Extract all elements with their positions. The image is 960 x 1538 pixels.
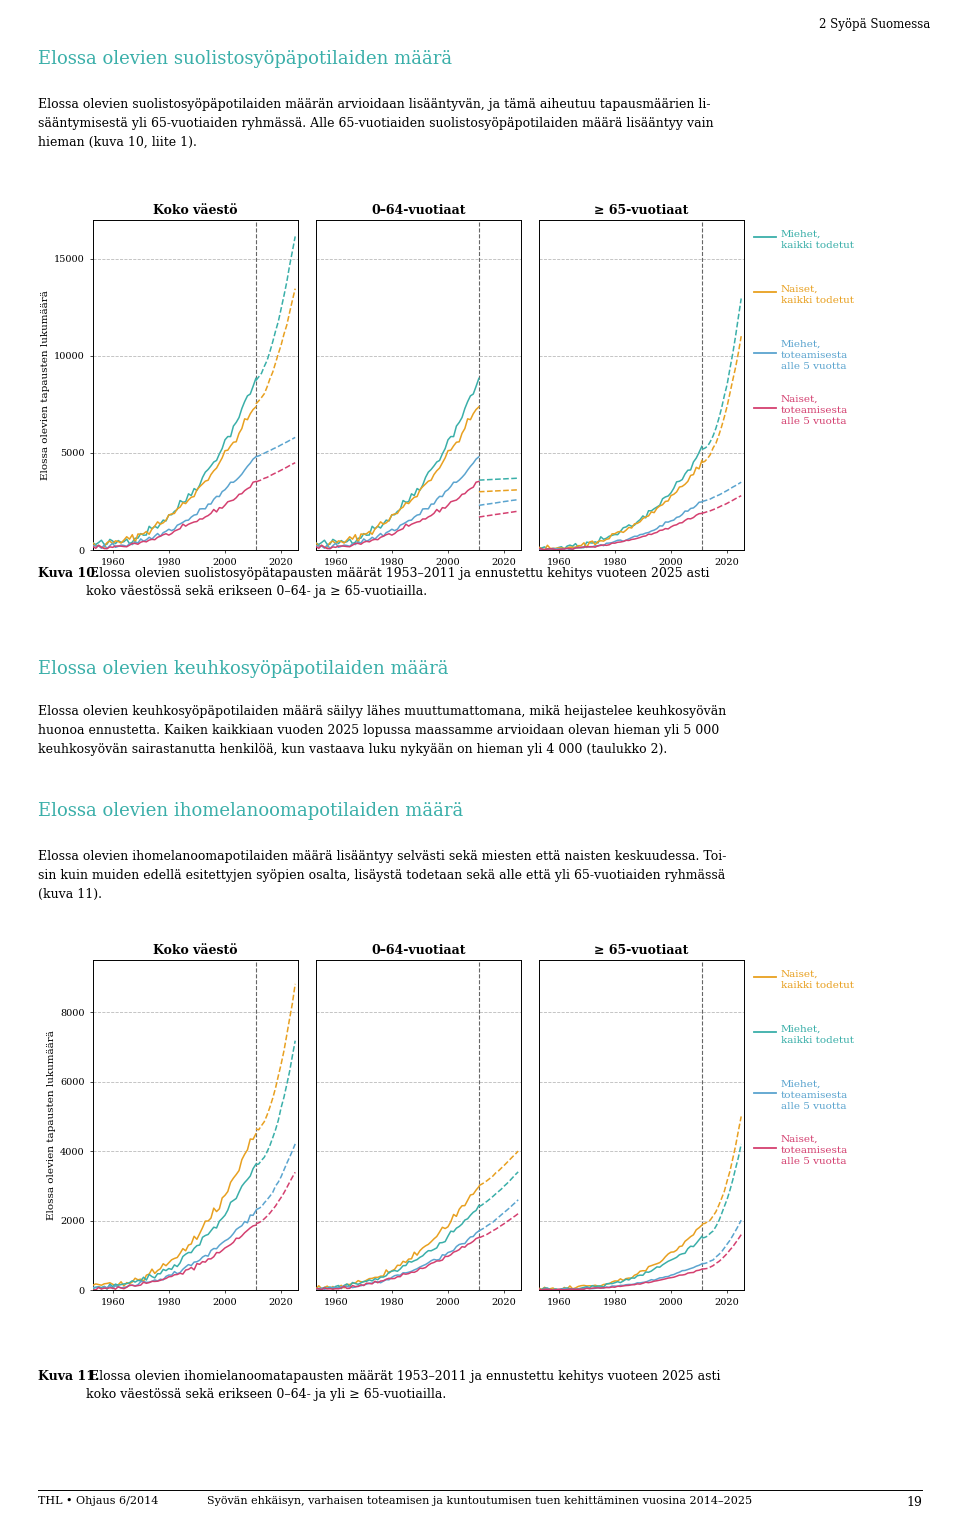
Title: Koko väestö: Koko väestö [154,944,238,958]
Text: Miehet,
toteamisesta
alle 5 vuotta: Miehet, toteamisesta alle 5 vuotta [781,1080,849,1110]
Text: Miehet,
toteamisesta
alle 5 vuotta: Miehet, toteamisesta alle 5 vuotta [781,340,849,371]
Text: Elossa olevien suolistosyöpäpotilaiden määrä: Elossa olevien suolistosyöpäpotilaiden m… [38,51,452,68]
Text: 2 Syöpä Suomessa: 2 Syöpä Suomessa [819,18,930,31]
Text: Kuva 10.: Kuva 10. [38,568,100,580]
Text: Elossa olevien ihomelanoomapotilaiden määrä: Elossa olevien ihomelanoomapotilaiden mä… [38,801,464,820]
Title: 0–64-vuotiaat: 0–64-vuotiaat [372,944,466,958]
Title: 0–64-vuotiaat: 0–64-vuotiaat [372,205,466,217]
Y-axis label: Elossa olevien tapausten lukumäärä: Elossa olevien tapausten lukumäärä [40,291,50,480]
Y-axis label: Elossa olevien tapausten lukumäärä: Elossa olevien tapausten lukumäärä [47,1030,56,1220]
Text: Elossa olevien suolistosyöpäpotilaiden määrän arvioidaan lisääntyvän, ja tämä ai: Elossa olevien suolistosyöpäpotilaiden m… [38,98,713,149]
Text: Elossa olevien keuhkosyöpäpotilaiden määrä: Elossa olevien keuhkosyöpäpotilaiden mää… [38,660,448,678]
Text: Kuva 11.: Kuva 11. [38,1370,100,1383]
Text: 19: 19 [906,1496,922,1509]
Text: Elossa olevien keuhkosyöpäpotilaiden määrä säilyy lähes muuttumattomana, mikä he: Elossa olevien keuhkosyöpäpotilaiden mää… [38,704,727,757]
Text: Miehet,
kaikki todetut: Miehet, kaikki todetut [781,1024,854,1046]
Text: Syövän ehkäisyn, varhaisen toteamisen ja kuntoutumisen tuen kehittäminen vuosina: Syövän ehkäisyn, varhaisen toteamisen ja… [207,1496,753,1506]
Text: THL • Ohjaus 6/2014: THL • Ohjaus 6/2014 [38,1496,158,1506]
Text: Elossa olevien suolistosyöpätapausten määrät 1953–2011 ja ennustettu kehitys vuo: Elossa olevien suolistosyöpätapausten mä… [86,568,709,598]
Text: Elossa olevien ihomelanoomapotilaiden määrä lisääntyy selvästi sekä miesten että: Elossa olevien ihomelanoomapotilaiden mä… [38,851,727,901]
Text: Naiset,
toteamisesta
alle 5 vuotta: Naiset, toteamisesta alle 5 vuotta [781,1135,849,1166]
Text: Elossa olevien ihomielanoomatapausten määrät 1953–2011 ja ennustettu kehitys vuo: Elossa olevien ihomielanoomatapausten mä… [86,1370,721,1401]
Text: Naiset,
kaikki todetut: Naiset, kaikki todetut [781,285,854,305]
Title: ≥ 65-vuotiaat: ≥ 65-vuotiaat [594,205,688,217]
Text: Naiset,
kaikki todetut: Naiset, kaikki todetut [781,970,854,990]
Text: Miehet,
kaikki todetut: Miehet, kaikki todetut [781,231,854,251]
Title: Koko väestö: Koko väestö [154,205,238,217]
Text: Naiset,
toteamisesta
alle 5 vuotta: Naiset, toteamisesta alle 5 vuotta [781,395,849,426]
Title: ≥ 65-vuotiaat: ≥ 65-vuotiaat [594,944,688,958]
